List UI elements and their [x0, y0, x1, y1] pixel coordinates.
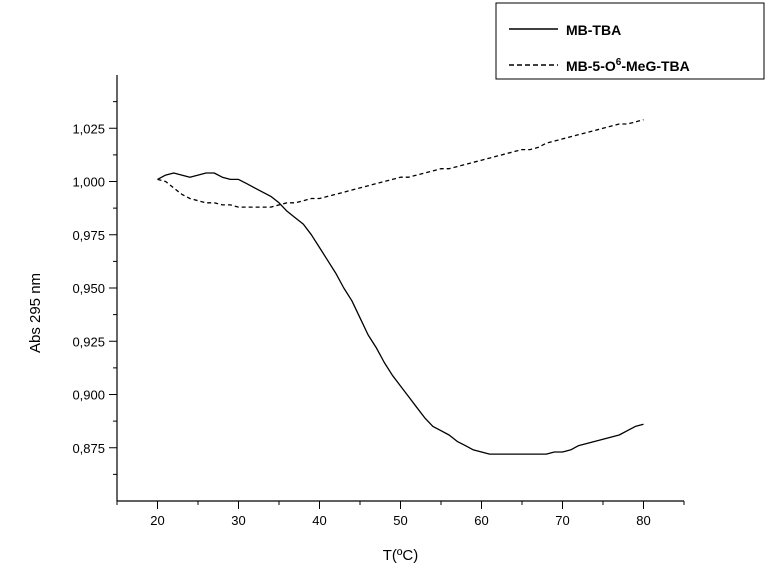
- x-axis-title: T(ºC): [383, 547, 418, 564]
- legend: MB-TBA MB-5-O6-MeG-TBA: [495, 2, 765, 80]
- legend-box: [495, 2, 765, 80]
- x-tick-label: 50: [393, 513, 407, 528]
- x-tick-label: 20: [150, 513, 164, 528]
- x-tick-label: 30: [231, 513, 245, 528]
- y-tick-label: 1,025: [72, 121, 105, 136]
- legend-label-post: -MeG-TBA: [621, 58, 689, 74]
- y-tick-label: 1,000: [72, 175, 105, 190]
- x-tick-label: 70: [555, 513, 569, 528]
- x-tick-label: 60: [474, 513, 488, 528]
- legend-label-mb-tba: MB-TBA: [566, 22, 621, 38]
- y-tick-label: 0,975: [72, 228, 105, 243]
- x-tick-label: 80: [636, 513, 650, 528]
- y-tick-label: 0,875: [72, 441, 105, 456]
- y-tick-label: 0,950: [72, 281, 105, 296]
- y-tick-label: 0,900: [72, 388, 105, 403]
- y-axis-title: Abs 295 nm: [27, 273, 44, 353]
- y-tick-label: 0,925: [72, 334, 105, 349]
- series-line-mb-tba: [157, 172, 644, 455]
- series-layer: [157, 119, 644, 455]
- series-line-mb-5-o6-meg-tba: [157, 119, 644, 208]
- x-tick-label: 40: [312, 513, 326, 528]
- legend-label-sup: 6: [616, 57, 622, 68]
- legend-label-mb-5-o6-meg-tba: MB-5-O6-MeG-TBA: [566, 57, 690, 74]
- axes: 20 30 40 50 60 70 80 0,875 0,900 0,925 0,950 0,975 1…: [72, 75, 685, 528]
- legend-label-pre: MB-5-O: [566, 58, 616, 74]
